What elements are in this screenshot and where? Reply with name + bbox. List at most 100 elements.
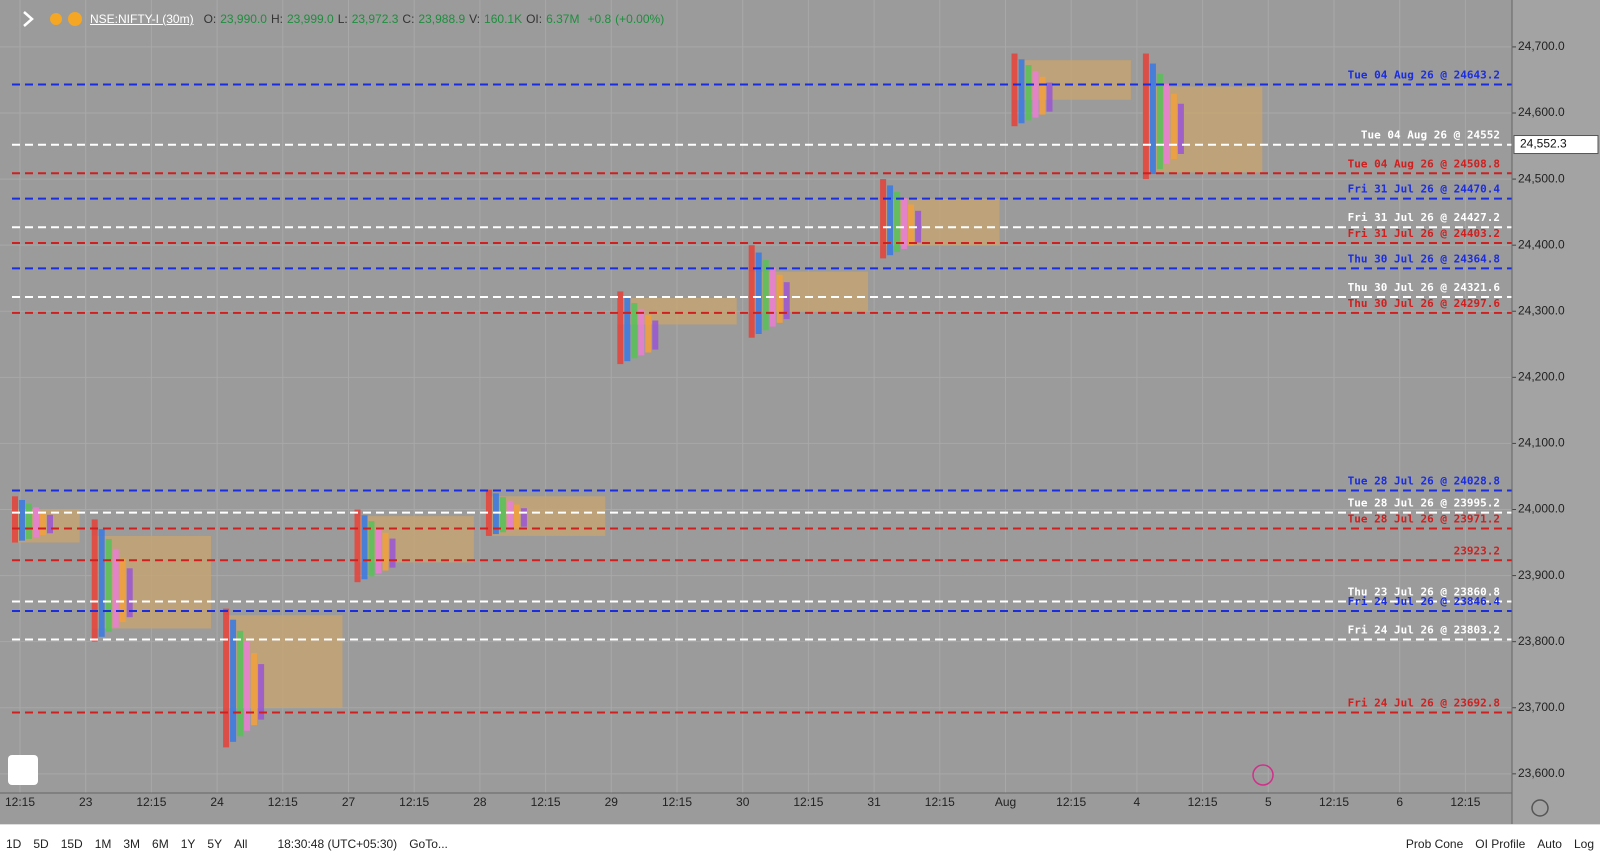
profile-column (91, 519, 98, 642)
goto[interactable]: GoTo... (409, 837, 448, 851)
level-label: Fri 24 Jul 26 @ 23692.8 (1348, 697, 1500, 710)
symbol[interactable]: NSE:NIFTY-I (30m) (90, 12, 194, 26)
profile-column (237, 630, 244, 737)
field-value: 23,972.3 (351, 12, 399, 26)
level-label: Fri 31 Jul 26 @ 24470.4 (1348, 183, 1501, 196)
toolbar-button[interactable]: OI Profile (1475, 837, 1526, 851)
profile-column (513, 504, 520, 529)
level-label: Tue 04 Aug 26 @ 24552 (1361, 129, 1500, 142)
range-button[interactable]: 3M (123, 837, 141, 851)
field-key: V: (469, 12, 481, 26)
range-button[interactable]: 6M (152, 837, 169, 851)
logo[interactable] (8, 755, 38, 785)
x-tick-label: 12:15 (399, 795, 429, 809)
x-tick-label: 30 (736, 795, 750, 809)
settings-icon[interactable] (1531, 799, 1549, 817)
y-tick-label: 23,800.0 (1518, 634, 1565, 648)
profile-column (880, 179, 887, 259)
profile-column (1156, 73, 1163, 170)
range-button[interactable]: 1D (6, 837, 22, 851)
x-tick-label: 12:15 (136, 795, 166, 809)
profile-column (887, 185, 894, 256)
level-label: Tue 28 Jul 26 @ 24028.8 (1348, 474, 1500, 487)
profile-column (617, 291, 624, 365)
ohlc: O: 23,990.0 H: 23,999.0 L: 23,972.3 C: 23,988.9… (204, 12, 584, 26)
expand-icon[interactable] (23, 11, 34, 27)
range-button[interactable]: 1Y (180, 837, 196, 851)
current-price-tag (1513, 135, 1599, 155)
profile-column (1032, 70, 1039, 118)
profile-column (251, 653, 258, 726)
toolbar-button[interactable]: Auto (1537, 837, 1562, 851)
level-label: Tue 28 Jul 26 @ 23995.2 (1348, 497, 1500, 510)
header: NSE:NIFTY-I (30m) O: 23,990.0 H: 23,999.0 L:… (0, 8, 668, 30)
field-value: 23,990.0 (220, 12, 267, 26)
profile-column (783, 282, 790, 320)
level-label: Tue 28 Jul 26 @ 23971.2 (1348, 513, 1500, 526)
field-value: 23,988.9 (418, 12, 466, 26)
level-label: Fri 31 Jul 26 @ 24403.2 (1348, 227, 1500, 240)
right-buttons: Prob Cone OI Profile Auto Log (1400, 837, 1600, 851)
news-icon[interactable] (1252, 764, 1274, 786)
level-label: Thu 30 Jul 26 @ 24321.6 (1348, 281, 1501, 294)
profile-column (40, 511, 46, 536)
profile-column (1177, 103, 1184, 154)
y-tick-label: 24,600.0 (1518, 105, 1565, 119)
profile-column (368, 521, 375, 577)
profile-column (1142, 53, 1149, 180)
x-tick-label: 29 (605, 795, 619, 809)
profile-column (915, 210, 922, 243)
y-tick-label: 24,100.0 (1518, 436, 1565, 450)
x-tick-label: 12:15 (1319, 795, 1349, 809)
y-tick-label: 23,700.0 (1518, 700, 1565, 714)
profile-column (98, 529, 105, 637)
range-button[interactable]: 5D (33, 837, 49, 851)
toolbar-button[interactable]: Log (1573, 837, 1594, 851)
field-key: C: (402, 12, 415, 26)
range-button[interactable]: 15D (60, 837, 83, 851)
profile-column (1163, 83, 1170, 165)
profile-column (894, 191, 901, 253)
x-tick-label: 12:15 (662, 795, 692, 809)
toolbar-button[interactable]: Prob Cone (1405, 837, 1464, 851)
symbol-icon[interactable] (68, 12, 82, 26)
profile-column (47, 514, 53, 534)
profile-column (908, 204, 915, 246)
profile-column (244, 641, 251, 731)
x-tick-label: 6 (1396, 795, 1403, 809)
level-label: 23923.2 (1454, 544, 1500, 557)
profile-column (1149, 63, 1156, 175)
x-tick-label: 12:15 (531, 795, 561, 809)
x-tick-label: 5 (1265, 795, 1272, 809)
profile-column (126, 568, 133, 618)
x-tick-label: 28 (473, 795, 487, 809)
x-tick-label: 12:15 (268, 795, 298, 809)
level-label: Thu 30 Jul 26 @ 24364.8 (1348, 252, 1500, 265)
status-dot (50, 13, 62, 25)
range-button[interactable]: 1M (94, 837, 112, 851)
x-tick-label: 27 (342, 795, 356, 809)
profile-column (638, 308, 645, 356)
profile-column (1018, 59, 1025, 124)
field-key: OI: (526, 12, 543, 26)
x-tick-label: Aug (995, 795, 1016, 809)
x-tick-label: 12:15 (1450, 795, 1480, 809)
profile-column (258, 664, 265, 720)
profile-column (1170, 93, 1177, 159)
profile-column (1011, 53, 1018, 127)
range-button[interactable]: 5Y (207, 837, 223, 851)
profile-column (382, 532, 389, 571)
levels: Tue 04 Aug 26 @ 24643.2 Tue 04 Aug 26 @ 2… (12, 68, 1512, 714)
profile-column (506, 500, 513, 531)
range-button[interactable]: All (234, 837, 248, 851)
profile-column (26, 503, 32, 539)
field-value: 23,999.0 (286, 12, 334, 26)
current-price-label: 24,552.3 (1520, 137, 1567, 151)
field-key: O: (203, 12, 217, 26)
field-value: 160.1K (484, 12, 523, 26)
profile-column (652, 320, 659, 350)
ranges: 1D 5D 15D 1M 3M 6M 1Y 5Y All (0, 837, 253, 851)
y-tick-label: 23,900.0 (1518, 568, 1565, 582)
x-tick-label: 12:15 (793, 795, 823, 809)
